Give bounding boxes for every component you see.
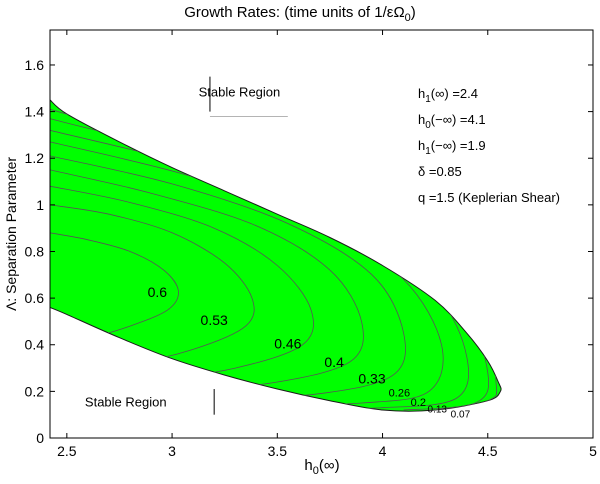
stable-region-label-1: Stable Region [199,84,281,99]
contour-label-0.07: 0.07 [451,409,471,420]
x-axis-label: h0(∞) [304,457,339,477]
x-tick-label-4: 4 [379,443,387,459]
contour-label-0.53: 0.53 [201,312,228,328]
unstable-region-fill [49,98,502,412]
parameter-text-2: h0(−∞) =4.1 [418,112,486,131]
y-tick-label-0.8: 0.8 [25,243,45,259]
chart-title: Growth Rates: (time units of 1/εΩ0) [184,4,416,24]
x-tick-label-3: 3 [168,443,176,459]
x-tick-label-3.5: 3.5 [268,443,288,459]
contour-label-0.6: 0.6 [148,284,168,300]
contour-label-0.33: 0.33 [358,370,385,386]
y-tick-label-1.4: 1.4 [25,104,45,120]
y-tick-label-1: 1 [36,197,44,213]
parameter-text-5: q =1.5 (Keplerian Shear) [418,190,560,205]
y-axis-label: Λ: Separation Parameter [3,157,19,311]
parameter-text-4: δ =0.85 [418,164,462,179]
stable-region-label-2: Stable Region [85,394,167,409]
contour-label-0.2: 0.2 [411,397,426,409]
y-tick-label-0.4: 0.4 [25,337,45,353]
x-tick-label-5: 5 [589,443,597,459]
parameter-text-1: h1(∞) =2.4 [418,86,478,105]
parameter-text-3: h1(−∞) =1.9 [418,138,486,157]
y-tick-label-0.6: 0.6 [25,290,45,306]
contour-label-0.13: 0.13 [428,405,448,416]
x-tick-label-2.5: 2.5 [57,443,77,459]
contour-label-0.26: 0.26 [389,388,410,400]
contour-label-0.4: 0.4 [324,354,344,370]
x-tick-label-4.5: 4.5 [478,443,498,459]
y-tick-label-0.2: 0.2 [25,383,45,399]
axes-box [49,29,594,439]
contour-label-0.46: 0.46 [274,335,301,351]
y-tick-label-1.2: 1.2 [25,150,45,166]
y-tick-label-0: 0 [36,430,44,446]
y-tick-label-1.6: 1.6 [25,57,45,73]
